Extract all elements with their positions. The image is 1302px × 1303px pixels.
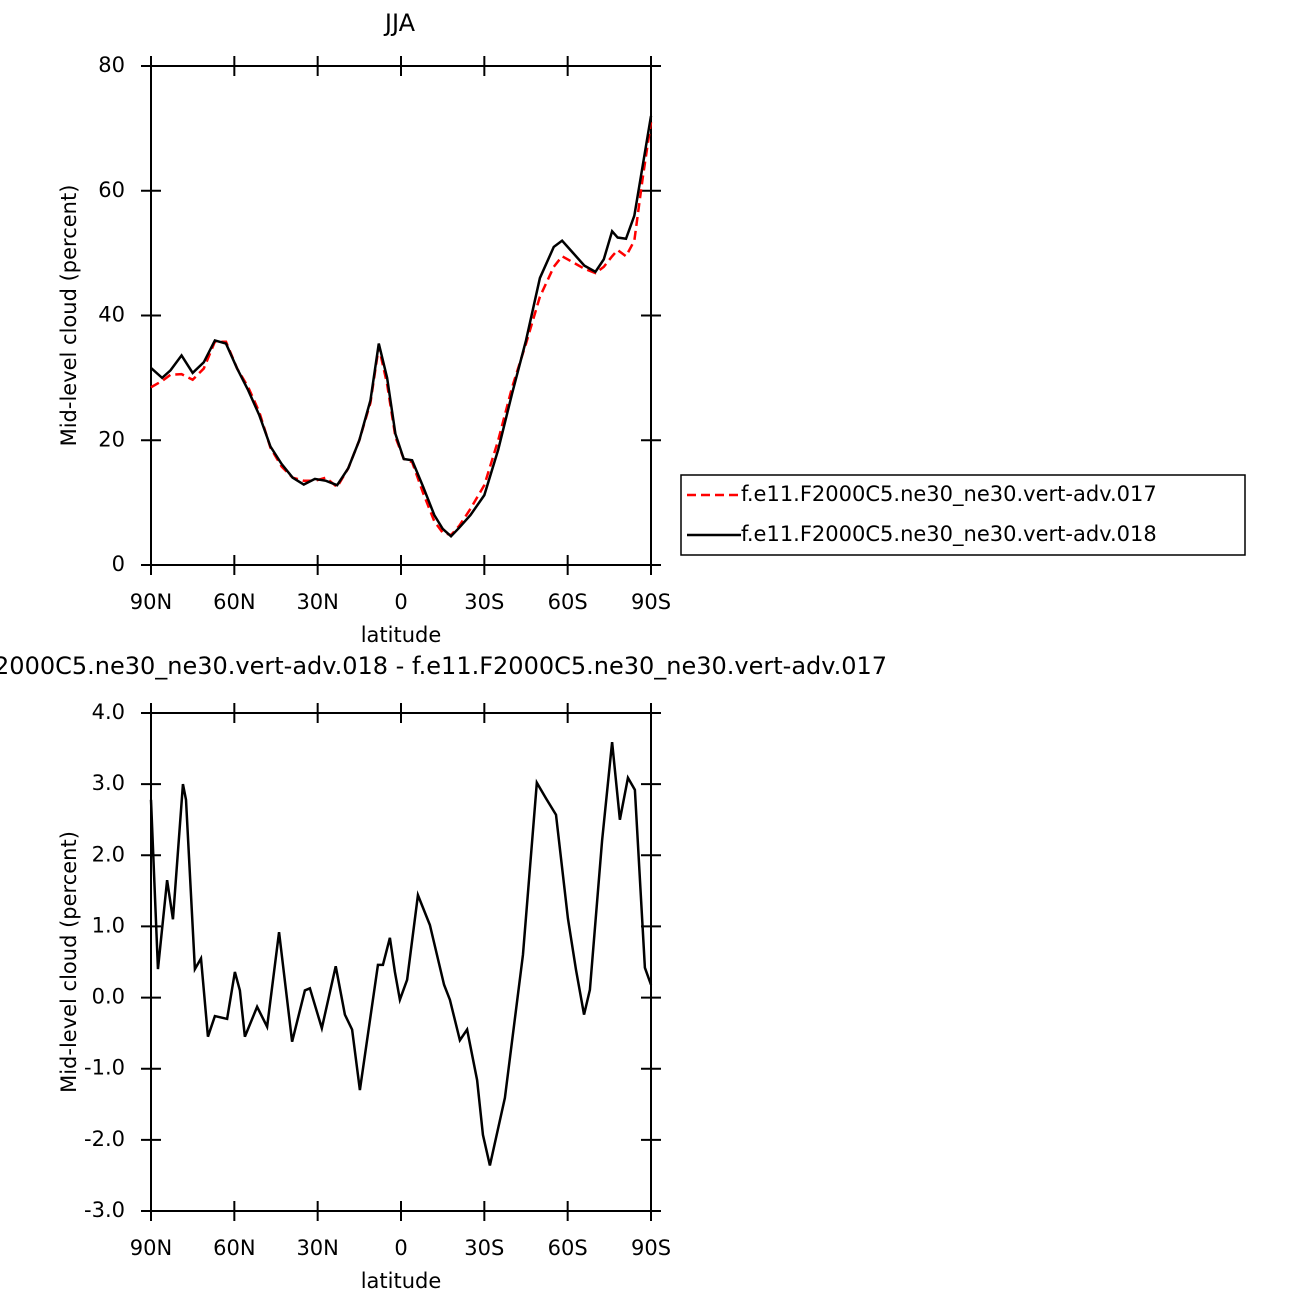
y-tick-label: 80: [98, 53, 125, 77]
x-tick-label: 0: [394, 1236, 407, 1260]
x-tick-label: 60N: [213, 1236, 255, 1260]
x-tick-label: 60S: [548, 1236, 588, 1260]
y-tick-label: -2.0: [84, 1127, 125, 1151]
data-line: [149, 742, 653, 1166]
x-tick-label: 90S: [631, 1236, 671, 1260]
x-axis-label: latitude: [361, 1269, 442, 1293]
y-tick-label: 1.0: [92, 913, 125, 937]
y-tick-label: -3.0: [84, 1198, 125, 1222]
x-tick-label: 90N: [130, 590, 172, 614]
legend-box: [680, 474, 1246, 556]
x-tick-label: 30S: [464, 1236, 504, 1260]
y-tick-label: -1.0: [84, 1056, 125, 1080]
y-tick-label: 0.0: [92, 985, 125, 1009]
y-tick-label: 60: [98, 178, 125, 202]
y-tick-label: 0: [112, 552, 125, 576]
y-axis-label: Mid-level cloud (percent): [57, 831, 81, 1093]
x-tick-label: 30S: [464, 590, 504, 614]
x-axis-label: latitude: [361, 623, 442, 647]
data-line: [150, 115, 653, 539]
y-tick-label: 40: [98, 303, 125, 327]
x-tick-label: 30N: [296, 1236, 338, 1260]
x-tick-label: 60S: [548, 590, 588, 614]
y-tick-label: 20: [98, 427, 125, 451]
legend-label: f.e11.F2000C5.ne30_ne30.vert-adv.017: [741, 482, 1157, 507]
x-tick-label: 30N: [296, 590, 338, 614]
chart-title: f.e11.F2000C5.ne30_ne30.vert-adv.018 - f…: [0, 652, 887, 680]
legend-label: f.e11.F2000C5.ne30_ne30.vert-adv.018: [741, 522, 1157, 547]
data-line: [150, 121, 653, 537]
x-tick-label: 60N: [213, 590, 255, 614]
y-tick-label: 4.0: [92, 700, 125, 724]
x-tick-label: 0: [394, 590, 407, 614]
y-tick-label: 3.0: [92, 771, 125, 795]
plot-frame: [150, 65, 652, 566]
y-axis-label: Mid-level cloud (percent): [57, 185, 81, 447]
x-tick-label: 90S: [631, 590, 671, 614]
y-tick-label: 2.0: [92, 842, 125, 866]
chart-title: JJA: [383, 9, 416, 37]
x-tick-label: 90N: [130, 1236, 172, 1260]
